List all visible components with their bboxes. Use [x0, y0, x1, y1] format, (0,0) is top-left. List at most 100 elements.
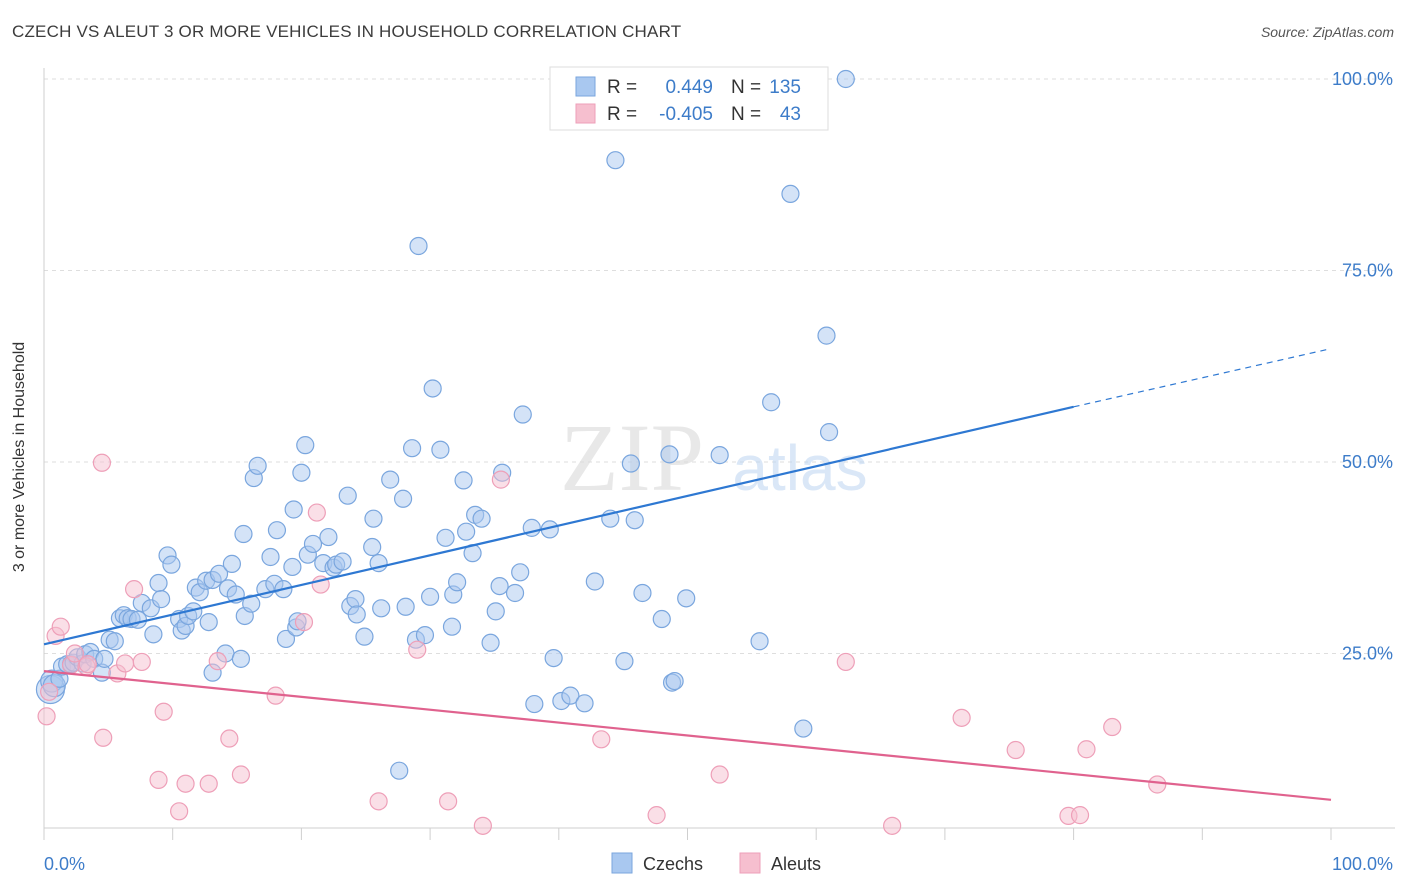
czechs-point — [267, 521, 287, 540]
czechs-point — [363, 537, 382, 557]
czechs-point — [209, 564, 229, 583]
czechs-point — [319, 527, 338, 547]
czechs-point — [660, 445, 679, 464]
czechs-point — [836, 69, 855, 89]
czechs-point — [402, 439, 422, 458]
aleuts-point — [94, 728, 113, 747]
czechs-point — [149, 573, 168, 593]
czechs-point — [511, 563, 530, 582]
czechs-point — [633, 583, 652, 603]
czechs-point — [105, 632, 124, 651]
aleuts-point — [592, 730, 611, 749]
czechs-trend-line — [43, 405, 1074, 646]
y-tick-label: 25.0% — [1342, 644, 1393, 664]
source-credit: Source: ZipAtlas.com — [1260, 24, 1394, 40]
legend-r-value-2: -0.405 — [659, 104, 713, 125]
czechs-point — [338, 486, 357, 505]
watermark: ZIP atlas — [560, 404, 868, 511]
czechs-point — [415, 626, 435, 645]
czechs-point — [144, 625, 163, 644]
legend-n-value-2: 43 — [780, 104, 801, 125]
czechs-point — [231, 649, 251, 668]
czechs-point — [781, 184, 800, 203]
czechs-point — [525, 694, 544, 714]
czechs-point — [248, 456, 267, 475]
bottom-legend-swatch-aleuts — [739, 852, 761, 874]
aleuts-point — [408, 640, 427, 659]
aleuts-point — [1103, 717, 1122, 737]
czechs-point — [303, 534, 323, 554]
legend-r-value-1: 0.449 — [665, 77, 713, 98]
czechs-point — [486, 602, 505, 621]
aleuts-point — [294, 612, 314, 632]
legend-n-value-1: 135 — [769, 77, 801, 98]
aleuts-point — [952, 708, 971, 727]
aleuts-point — [154, 702, 173, 721]
czechs-point — [222, 554, 242, 573]
czechs-point — [442, 617, 462, 636]
aleuts-point — [208, 652, 227, 671]
czechs-point — [292, 463, 311, 482]
y-tick-label: 100.0% — [1332, 69, 1393, 89]
aleuts-point — [149, 770, 168, 789]
grid-lines — [44, 78, 1395, 654]
czechs-point — [615, 652, 634, 671]
czechs-point — [396, 597, 415, 616]
czechs-point — [762, 393, 781, 412]
czechs-point — [431, 440, 450, 459]
aleuts-point — [176, 774, 195, 793]
chart-title: CZECH VS ALEUT 3 OR MORE VEHICLES IN HOU… — [12, 22, 682, 41]
czechs-point — [390, 761, 409, 780]
correlation-legend: R = 0.449 N = 135 R = -0.405 N = 43 — [549, 66, 829, 131]
czechs-point — [561, 686, 580, 705]
czechs-point — [481, 633, 500, 652]
aleuts-point — [170, 802, 189, 821]
aleuts-points — [37, 453, 1167, 835]
aleuts-point — [132, 652, 151, 672]
bottom-legend-swatch-czechs — [611, 852, 633, 874]
czechs-point — [621, 454, 640, 473]
czechs-point — [423, 379, 442, 398]
czechs-point — [276, 629, 296, 649]
czechs-point — [652, 609, 671, 629]
czechs-trend-extension — [1073, 348, 1332, 408]
czechs-point — [242, 594, 261, 613]
czechs-point — [606, 151, 625, 170]
aleuts-point — [473, 816, 492, 835]
czechs-point — [513, 405, 532, 424]
aleuts-point — [439, 792, 458, 811]
czechs-point — [575, 694, 594, 713]
czechs-point — [381, 470, 400, 489]
y-tick-label: 75.0% — [1342, 261, 1393, 281]
aleuts-point — [883, 816, 902, 835]
czechs-point — [544, 648, 563, 668]
aleuts-point — [199, 774, 218, 793]
aleuts-point — [1148, 775, 1167, 794]
aleuts-point — [220, 729, 239, 748]
aleuts-point — [1077, 740, 1096, 759]
legend-swatch-czechs — [575, 76, 596, 97]
czechs-point — [364, 509, 383, 528]
aleuts-point — [1006, 740, 1025, 760]
czechs-point — [162, 555, 181, 574]
aleuts-point — [1070, 806, 1090, 825]
aleuts-point — [92, 453, 112, 472]
legend-n-label-1: N = — [731, 77, 761, 98]
czechs-point — [284, 500, 303, 519]
czechs-point — [95, 649, 114, 668]
bottom-legend-czechs: Czechs — [643, 854, 703, 874]
czechs-point — [393, 489, 413, 508]
czechs-point — [490, 576, 509, 596]
czechs-points — [35, 69, 855, 780]
legend-swatch-aleuts — [575, 103, 596, 124]
trend-lines — [43, 348, 1332, 801]
czechs-point — [677, 589, 696, 608]
aleuts-point — [37, 707, 56, 726]
tick-labels: 25.0% 50.0% 75.0% 100.0% 0.0% 100.0% — [44, 69, 1393, 874]
aleuts-point — [647, 806, 666, 825]
aleuts-point — [78, 655, 97, 674]
czechs-point — [409, 236, 428, 256]
x-tick-label: 100.0% — [1332, 854, 1393, 874]
czechs-point — [817, 326, 836, 345]
